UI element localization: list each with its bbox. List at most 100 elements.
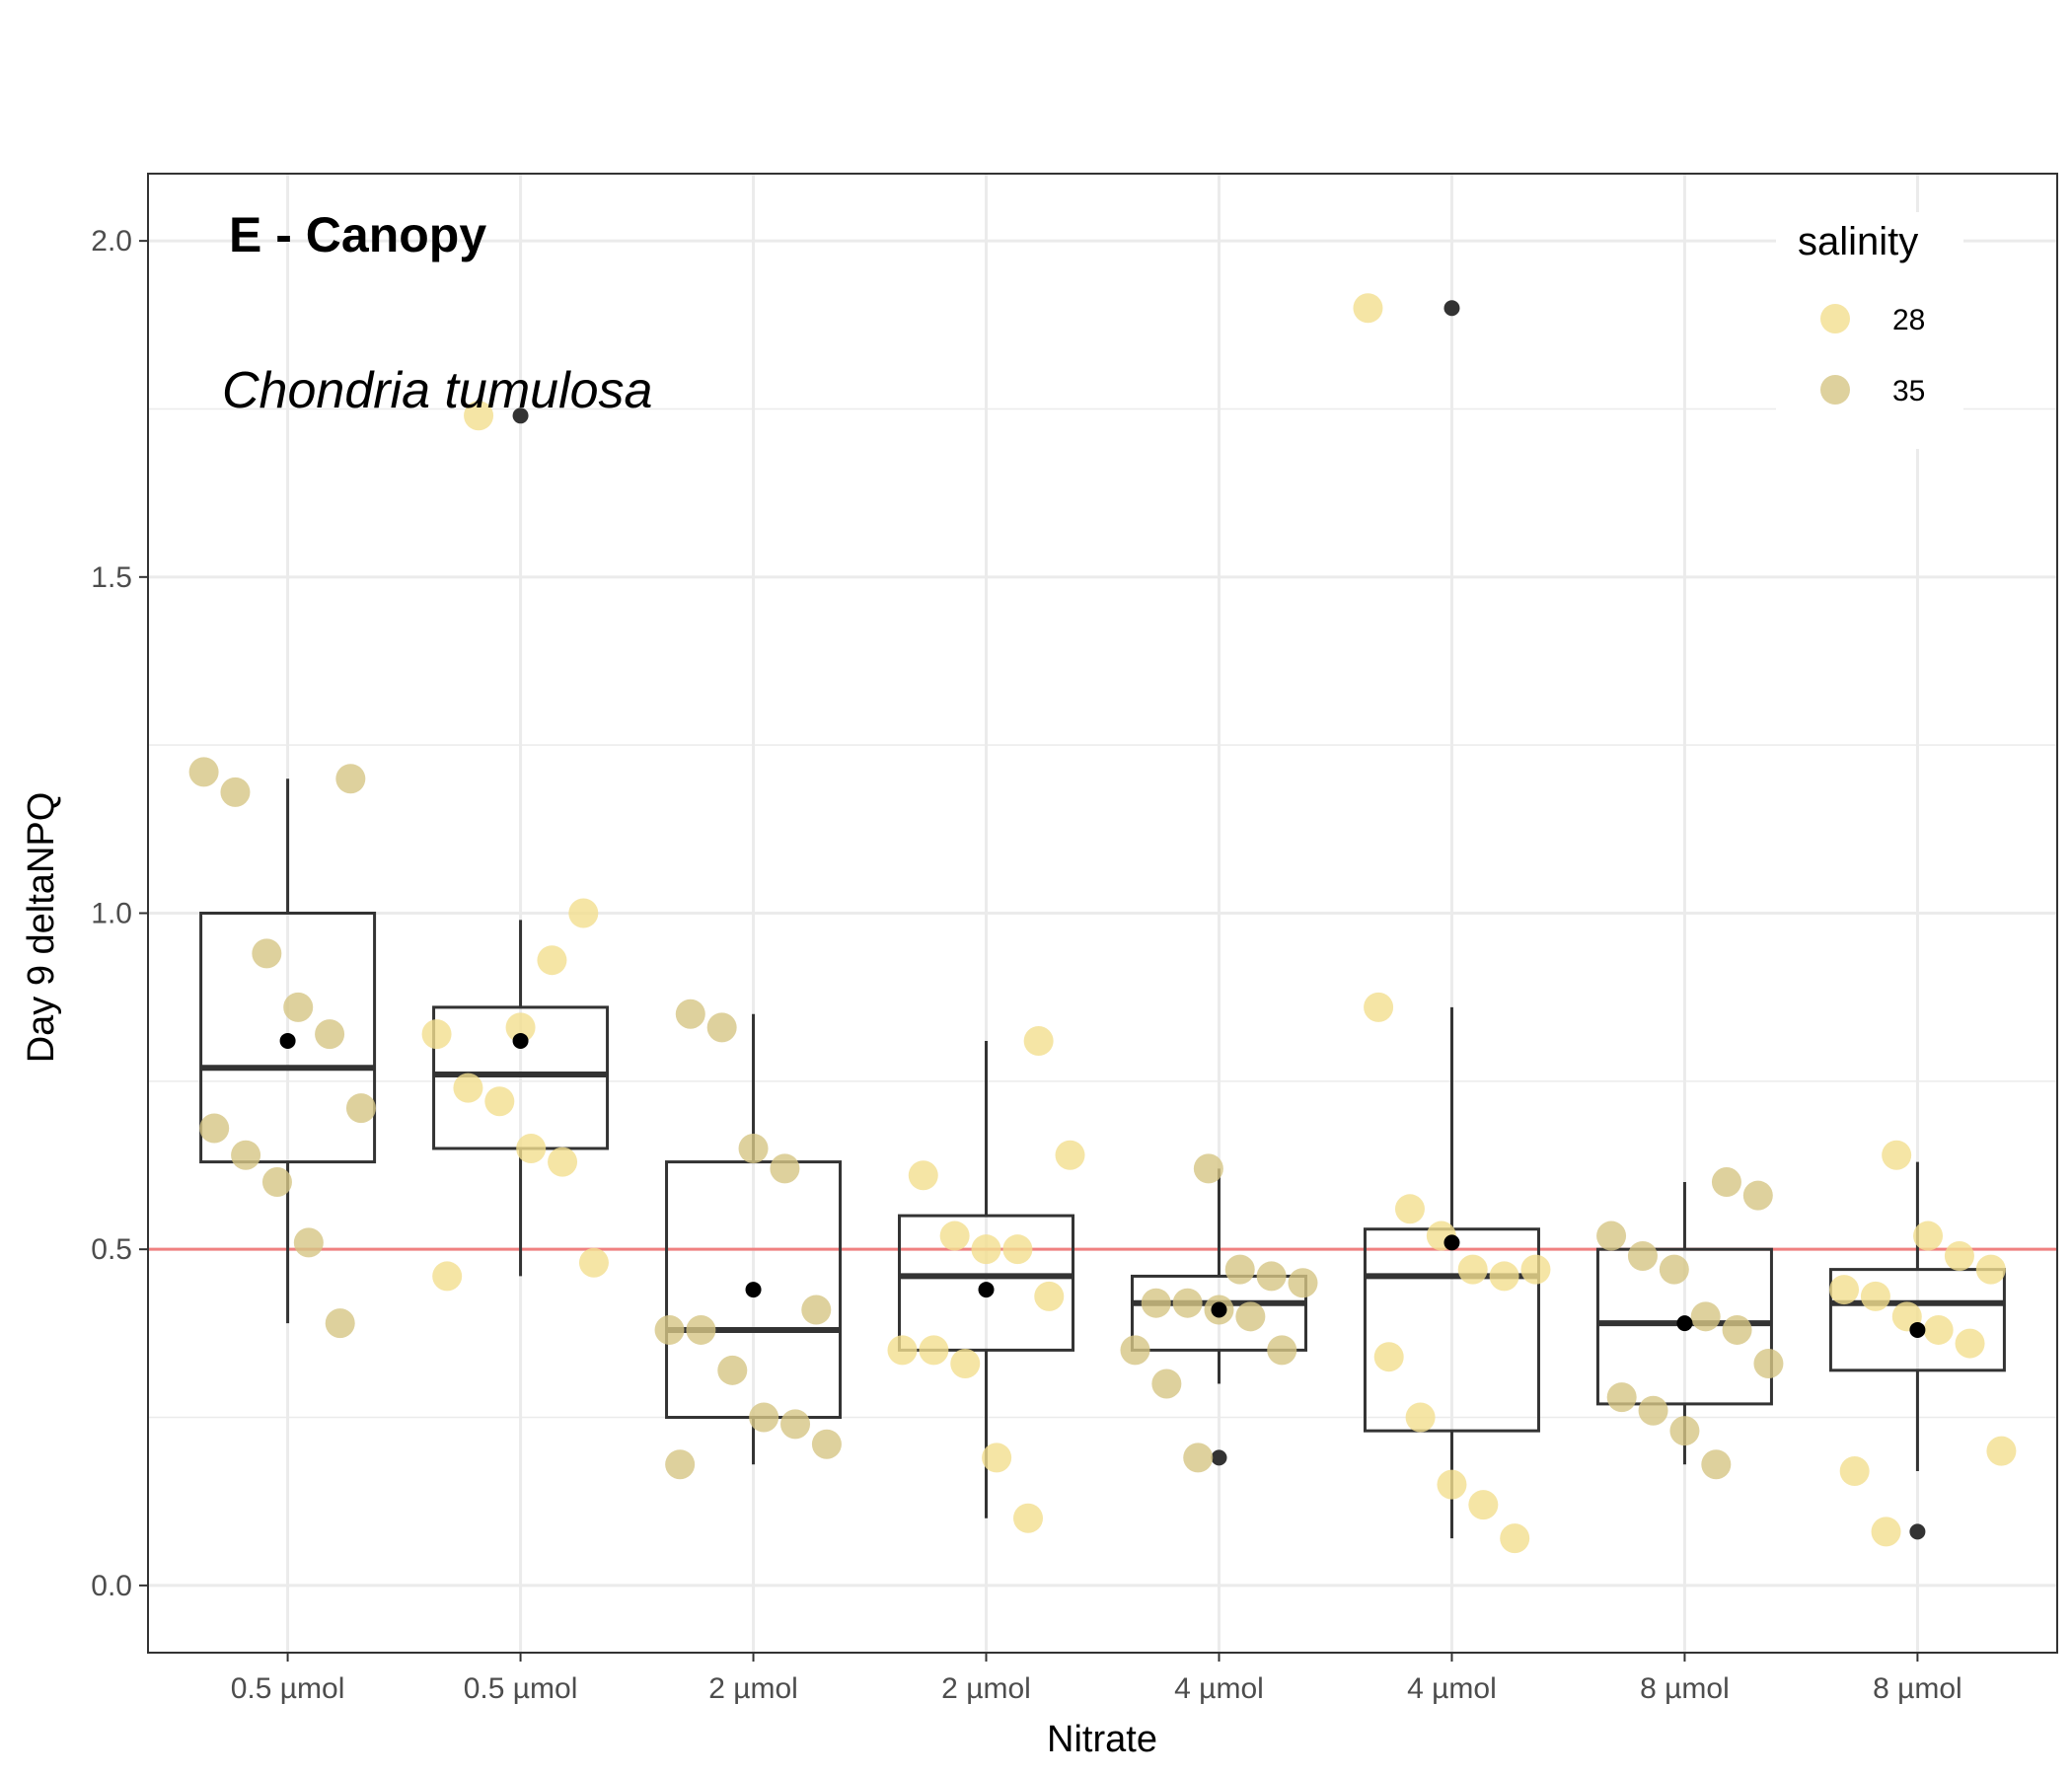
outlier-point — [1909, 1523, 1926, 1540]
data-point-salinity-28 — [464, 401, 494, 431]
data-point-salinity-35 — [252, 938, 282, 969]
data-point-salinity-35 — [1172, 1288, 1203, 1318]
data-point-salinity-35 — [706, 1012, 737, 1043]
data-point-salinity-35 — [188, 757, 219, 787]
data-point-salinity-35 — [1606, 1382, 1637, 1413]
data-point-salinity-35 — [315, 1019, 345, 1050]
data-point-salinity-28 — [1871, 1517, 1901, 1547]
y-axis-title: Day 9 deltaNPQ — [21, 792, 62, 1064]
data-point-salinity-28 — [1023, 1025, 1054, 1056]
boxplot-4 — [898, 1040, 1075, 1518]
data-point-salinity-35 — [738, 1133, 769, 1163]
data-point-salinity-35 — [811, 1429, 842, 1459]
data-point-salinity-35 — [345, 1093, 376, 1124]
legend-title: salinity — [1798, 220, 1918, 263]
data-point-salinity-28 — [1034, 1281, 1065, 1311]
data-point-salinity-35 — [665, 1449, 696, 1480]
axis-layer: 0.0 0.5 1.0 1.5 2.0 0.5 µmol 0.5 µmol 2 µmol 2 µ… — [91, 225, 1961, 1705]
mean-point — [279, 1032, 296, 1049]
data-point-salinity-35 — [1711, 1167, 1741, 1198]
data-point-salinity-35 — [1151, 1369, 1182, 1399]
data-point-salinity-28 — [1913, 1221, 1944, 1251]
y-tick-label: 1.5 — [91, 561, 132, 594]
outlier-point — [512, 407, 529, 424]
box-iqr — [199, 912, 377, 1164]
legend-swatch-28 — [1820, 304, 1850, 333]
mean-point — [745, 1282, 762, 1298]
x-tick-label: 8 µmol — [1873, 1672, 1962, 1705]
data-point-salinity-35 — [1742, 1180, 1773, 1211]
data-point-salinity-28 — [1373, 1342, 1404, 1372]
data-point-salinity-28 — [516, 1133, 547, 1163]
data-point-salinity-28 — [1520, 1254, 1551, 1285]
data-point-salinity-35 — [293, 1227, 324, 1258]
box-iqr — [1828, 1268, 2006, 1372]
x-tick-label: 8 µmol — [1640, 1672, 1730, 1705]
x-axis-title: Nitrate — [1047, 1719, 1157, 1760]
boxplot-1 — [199, 778, 377, 1324]
mean-point — [1211, 1301, 1227, 1318]
data-point-salinity-28 — [1353, 293, 1383, 324]
data-point-salinity-35 — [717, 1355, 748, 1385]
data-point-salinity-35 — [675, 999, 705, 1029]
x-tick-label: 4 µmol — [1407, 1672, 1497, 1705]
data-point-salinity-35 — [770, 1153, 800, 1184]
y-tick-label: 0.0 — [91, 1570, 132, 1602]
box-iqr — [1130, 1274, 1307, 1352]
data-point-salinity-28 — [1955, 1328, 1985, 1359]
x-tick-label: 2 µmol — [708, 1672, 798, 1705]
data-point-salinity-28 — [1468, 1490, 1499, 1520]
data-point-salinity-28 — [982, 1443, 1012, 1473]
data-point-salinity-35 — [283, 992, 314, 1022]
data-point-salinity-35 — [1669, 1416, 1700, 1446]
data-point-salinity-28 — [1944, 1240, 1974, 1271]
data-point-salinity-35 — [261, 1167, 292, 1198]
data-point-salinity-35 — [1659, 1254, 1689, 1285]
data-point-salinity-35 — [780, 1409, 811, 1440]
legend: salinity 28 35 — [1776, 212, 1963, 449]
data-point-salinity-35 — [1224, 1254, 1255, 1285]
x-tick-label: 0.5 µmol — [464, 1672, 578, 1705]
y-tick-label: 0.5 — [91, 1233, 132, 1266]
data-point-salinity-35 — [1256, 1261, 1287, 1292]
data-point-salinity-28 — [1405, 1402, 1436, 1433]
data-point-salinity-35 — [1596, 1221, 1627, 1251]
mean-point — [978, 1282, 995, 1298]
data-point-salinity-35 — [1267, 1335, 1297, 1366]
data-point-salinity-28 — [1986, 1436, 2017, 1466]
data-point-salinity-28 — [1923, 1314, 1954, 1345]
data-point-salinity-28 — [421, 1019, 452, 1050]
data-point-salinity-28 — [505, 1012, 536, 1043]
legend-label-35: 35 — [1892, 375, 1925, 407]
data-point-salinity-28 — [1364, 992, 1394, 1022]
box-iqr — [1595, 1247, 1773, 1406]
data-point-salinity-28 — [971, 1234, 1001, 1265]
data-point-salinity-28 — [578, 1247, 609, 1278]
data-point-salinity-28 — [568, 898, 599, 928]
data-point-salinity-35 — [686, 1314, 716, 1345]
box-iqr — [898, 1214, 1075, 1352]
data-point-salinity-35 — [325, 1308, 355, 1339]
data-point-salinity-28 — [484, 1086, 515, 1117]
data-point-salinity-35 — [1638, 1395, 1668, 1426]
data-point-salinity-35 — [749, 1402, 779, 1433]
data-point-salinity-28 — [919, 1335, 949, 1366]
data-point-salinity-35 — [1193, 1153, 1223, 1184]
data-point-salinity-28 — [939, 1221, 970, 1251]
data-point-salinity-28 — [887, 1335, 918, 1366]
mean-point — [512, 1032, 529, 1049]
data-point-salinity-28 — [1882, 1140, 1912, 1170]
data-point-salinity-35 — [231, 1140, 261, 1170]
data-point-salinity-28 — [1500, 1523, 1530, 1554]
data-point-salinity-35 — [199, 1113, 230, 1144]
data-point-salinity-35 — [1183, 1443, 1214, 1473]
data-point-salinity-28 — [453, 1073, 483, 1103]
y-tick-label: 1.0 — [91, 898, 132, 930]
mean-point — [1676, 1315, 1693, 1332]
species-label: Chondria tumulosa — [222, 362, 652, 419]
point-layer — [188, 293, 2017, 1554]
data-point-salinity-28 — [1002, 1234, 1033, 1265]
data-point-salinity-35 — [1235, 1301, 1266, 1332]
